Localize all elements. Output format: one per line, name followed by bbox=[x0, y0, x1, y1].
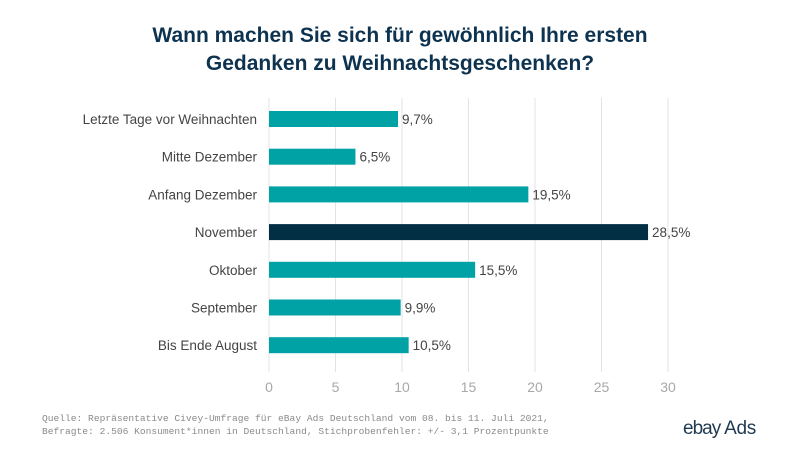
chart-title: Wann machen Sie sich für gewöhnlich Ihre… bbox=[0, 22, 800, 78]
bar bbox=[269, 148, 356, 165]
bar bbox=[269, 111, 399, 127]
data-label: 9,7% bbox=[402, 112, 433, 127]
chart-title-line-1: Wann machen Sie sich für gewöhnlich Ihre… bbox=[152, 24, 648, 47]
x-tick-label: 5 bbox=[332, 379, 340, 395]
category-label: Mitte Dezember bbox=[162, 150, 258, 165]
x-tick-label: 15 bbox=[461, 379, 477, 395]
data-label: 10,5% bbox=[413, 338, 451, 353]
bar bbox=[269, 337, 409, 354]
data-label: 28,5% bbox=[652, 225, 690, 240]
data-label: 15,5% bbox=[479, 263, 517, 278]
x-tick-label: 10 bbox=[394, 379, 410, 395]
category-label: Bis Ende August bbox=[158, 338, 257, 353]
data-label: 19,5% bbox=[532, 187, 570, 202]
ebay-ads-logo: ebay Ads bbox=[683, 418, 756, 440]
source-line-2: Befragte: 2.506 Konsument*innen in Deuts… bbox=[42, 426, 549, 437]
category-label: September bbox=[191, 301, 258, 316]
data-label: 9,9% bbox=[405, 301, 436, 316]
x-tick-label: 0 bbox=[265, 379, 273, 395]
bar bbox=[269, 261, 476, 278]
bar bbox=[269, 224, 649, 241]
category-label: Anfang Dezember bbox=[148, 187, 257, 202]
chart-title-line-2: Gedanken zu Weihnachtsgeschenken? bbox=[205, 52, 595, 75]
bar bbox=[269, 299, 401, 316]
category-label: Letzte Tage vor Weihnachten bbox=[83, 112, 257, 127]
x-tick-label: 30 bbox=[660, 379, 676, 395]
category-label: Oktober bbox=[209, 263, 258, 278]
bar bbox=[269, 186, 529, 203]
source-note: Quelle: Repräsentative Civey-Umfrage für… bbox=[42, 412, 549, 438]
data-label: 6,5% bbox=[359, 150, 390, 165]
category-label: November bbox=[195, 225, 258, 240]
source-line-1: Quelle: Repräsentative Civey-Umfrage für… bbox=[42, 413, 549, 424]
logo-brand: ebay bbox=[683, 418, 721, 439]
x-tick-label: 20 bbox=[527, 379, 543, 395]
x-tick-label: 25 bbox=[594, 379, 610, 395]
logo-product: Ads bbox=[724, 418, 756, 439]
